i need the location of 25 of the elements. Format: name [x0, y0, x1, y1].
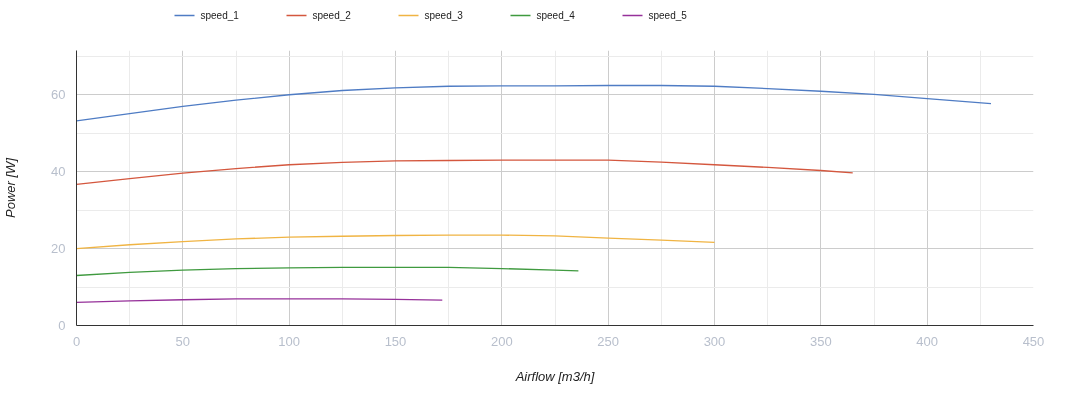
x-tick-label: 200 — [490, 333, 513, 349]
x-tick-label: 150 — [384, 333, 407, 349]
x-tick-label: 400 — [916, 333, 939, 349]
legend-label: speed_4 — [536, 10, 576, 21]
x-tick-label: 0 — [72, 333, 81, 349]
x-tick-label: 350 — [809, 333, 832, 349]
x-tick-label: 250 — [597, 333, 620, 349]
x-tick-label: 450 — [1022, 333, 1045, 349]
line-series — [76, 266, 580, 277]
y-tick-label: 40 — [51, 164, 66, 180]
legend-label: speed_5 — [648, 10, 688, 21]
x-axis-title: Airflow [m3/h] — [514, 368, 595, 384]
line-series — [76, 159, 854, 185]
legend-label: speed_3 — [424, 10, 464, 21]
y-tick-label: 0 — [58, 318, 66, 333]
line-series — [76, 84, 992, 122]
legend-label: speed_2 — [312, 10, 352, 21]
legend-label: speed_1 — [200, 10, 240, 21]
y-tick-label: 20 — [51, 241, 66, 257]
y-axis-title: Power [W] — [3, 157, 19, 218]
x-tick-label: 300 — [703, 333, 726, 349]
y-tick-label: 60 — [51, 87, 66, 103]
line-series — [76, 234, 716, 250]
x-tick-label: 50 — [175, 333, 191, 349]
x-tick-label: 100 — [278, 333, 301, 349]
